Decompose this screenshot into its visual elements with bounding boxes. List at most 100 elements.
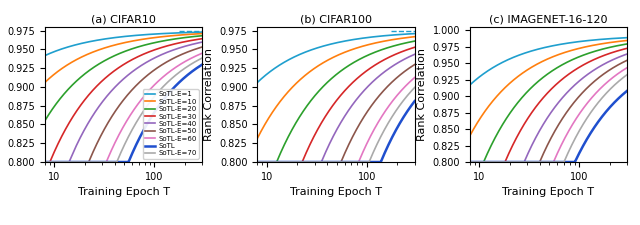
SoTL-E=40	[116, 81, 124, 84]
SoTL-E=10	[407, 36, 415, 38]
Line: SoTL-E=30: SoTL-E=30	[45, 39, 202, 162]
SoTL-E=40	[253, 161, 261, 163]
Title: (b) CIFAR100: (b) CIFAR100	[300, 15, 372, 25]
SoTL-E=40	[195, 42, 202, 44]
SoTL-E=70	[329, 161, 337, 163]
Line: SoTL-E=30: SoTL-E=30	[470, 48, 627, 162]
SoTL-E=30	[541, 95, 548, 98]
SoTL-E=30	[623, 47, 631, 50]
SoTL-E=10	[170, 34, 178, 37]
SoTL-E=20	[170, 38, 178, 40]
SoTL-E=60	[541, 161, 549, 163]
SoTL	[253, 161, 261, 163]
Line: SoTL-E=1: SoTL-E=1	[257, 34, 415, 83]
SoTL-E=60	[407, 79, 415, 82]
SoTL-E=30	[595, 56, 603, 59]
SoTL	[623, 89, 631, 92]
SoTL-E=10	[559, 52, 567, 54]
SoTL-E=30	[195, 38, 202, 41]
SoTL-E=60	[347, 161, 355, 163]
Line: SoTL-E=70: SoTL-E=70	[470, 74, 627, 162]
Line: SoTL-E=50: SoTL-E=50	[257, 65, 415, 162]
Line: SoTL-E=20: SoTL-E=20	[45, 36, 202, 121]
SoTL-E=20	[551, 68, 559, 70]
SoTL-E=10	[198, 32, 206, 35]
SoTL-E=40	[339, 118, 346, 121]
Line: SoTL-E=10: SoTL-E=10	[470, 40, 627, 136]
SoTL-E=30	[116, 65, 124, 68]
SoTL-E=70	[407, 90, 415, 93]
SoTL-E=20	[466, 161, 474, 163]
SoTL-E=30	[126, 59, 134, 62]
X-axis label: Training Epoch T: Training Epoch T	[502, 187, 595, 197]
SoTL-E=60	[116, 130, 124, 133]
SoTL-E=50	[328, 161, 336, 163]
SoTL-E=40	[551, 106, 559, 108]
SoTL-E=60	[329, 161, 337, 163]
SoTL-E=1	[623, 36, 631, 39]
SoTL-E=40	[328, 137, 336, 140]
Line: SoTL-E=50: SoTL-E=50	[470, 60, 627, 162]
SoTL-E=30	[551, 84, 559, 87]
SoTL-E=40	[595, 66, 603, 68]
SoTL	[466, 161, 474, 163]
SoTL-E=30	[347, 83, 355, 86]
SoTL-E=60	[383, 108, 390, 111]
SoTL-E=20	[198, 34, 206, 37]
SoTL	[116, 161, 124, 163]
Line: SoTL-E=10: SoTL-E=10	[257, 37, 415, 138]
Line: SoTL-E=40: SoTL-E=40	[470, 54, 627, 162]
SoTL-E=30	[466, 161, 474, 163]
SoTL-E=50	[253, 161, 261, 163]
SoTL	[134, 139, 142, 141]
SoTL-E=60	[170, 67, 178, 70]
SoTL-E=40	[41, 161, 49, 163]
SoTL-E=70	[559, 161, 567, 163]
SoTL-E=60	[339, 161, 346, 163]
SoTL-E=1	[329, 42, 337, 45]
SoTL-E=10	[253, 137, 261, 140]
Y-axis label: Rank Correlation: Rank Correlation	[417, 48, 427, 141]
SoTL-E=20	[195, 35, 202, 37]
SoTL-E=70	[411, 86, 419, 89]
SoTL-E=70	[595, 101, 603, 103]
SoTL-E=40	[541, 119, 549, 122]
Title: (a) CIFAR10: (a) CIFAR10	[91, 15, 156, 25]
SoTL-E=20	[329, 76, 337, 79]
SoTL-E=20	[559, 63, 567, 65]
SoTL-E=40	[126, 72, 134, 75]
SoTL-E=50	[620, 61, 627, 63]
SoTL-E=60	[195, 54, 202, 56]
SoTL-E=30	[116, 66, 124, 68]
SoTL-E=20	[347, 63, 355, 65]
SoTL-E=60	[134, 102, 142, 105]
SoTL-E=1	[41, 54, 49, 57]
SoTL-E=50	[541, 148, 549, 151]
SoTL	[116, 161, 124, 163]
SoTL-E=20	[541, 75, 548, 78]
SoTL-E=30	[134, 55, 142, 58]
SoTL	[407, 105, 415, 108]
SoTL-E=60	[253, 161, 261, 163]
SoTL-E=50	[41, 161, 49, 163]
SoTL-E=1	[116, 36, 124, 38]
SoTL-E=10	[623, 39, 631, 42]
SoTL-E=20	[116, 52, 124, 54]
SoTL-E=50	[595, 76, 603, 79]
SoTL-E=30	[411, 46, 419, 49]
SoTL	[41, 161, 49, 163]
SoTL	[329, 161, 337, 163]
SoTL-E=60	[116, 132, 124, 135]
SoTL	[541, 161, 548, 163]
SoTL-E=50	[541, 150, 548, 153]
SoTL-E=70	[541, 161, 549, 163]
SoTL-E=70	[383, 125, 390, 128]
SoTL-E=20	[339, 68, 346, 71]
SoTL-E=50	[383, 86, 390, 89]
SoTL	[195, 66, 202, 68]
SoTL-E=70	[328, 161, 336, 163]
SoTL	[551, 161, 559, 163]
SoTL-E=30	[620, 48, 627, 51]
Line: SoTL-E=1: SoTL-E=1	[470, 38, 627, 85]
SoTL-E=30	[253, 161, 261, 163]
